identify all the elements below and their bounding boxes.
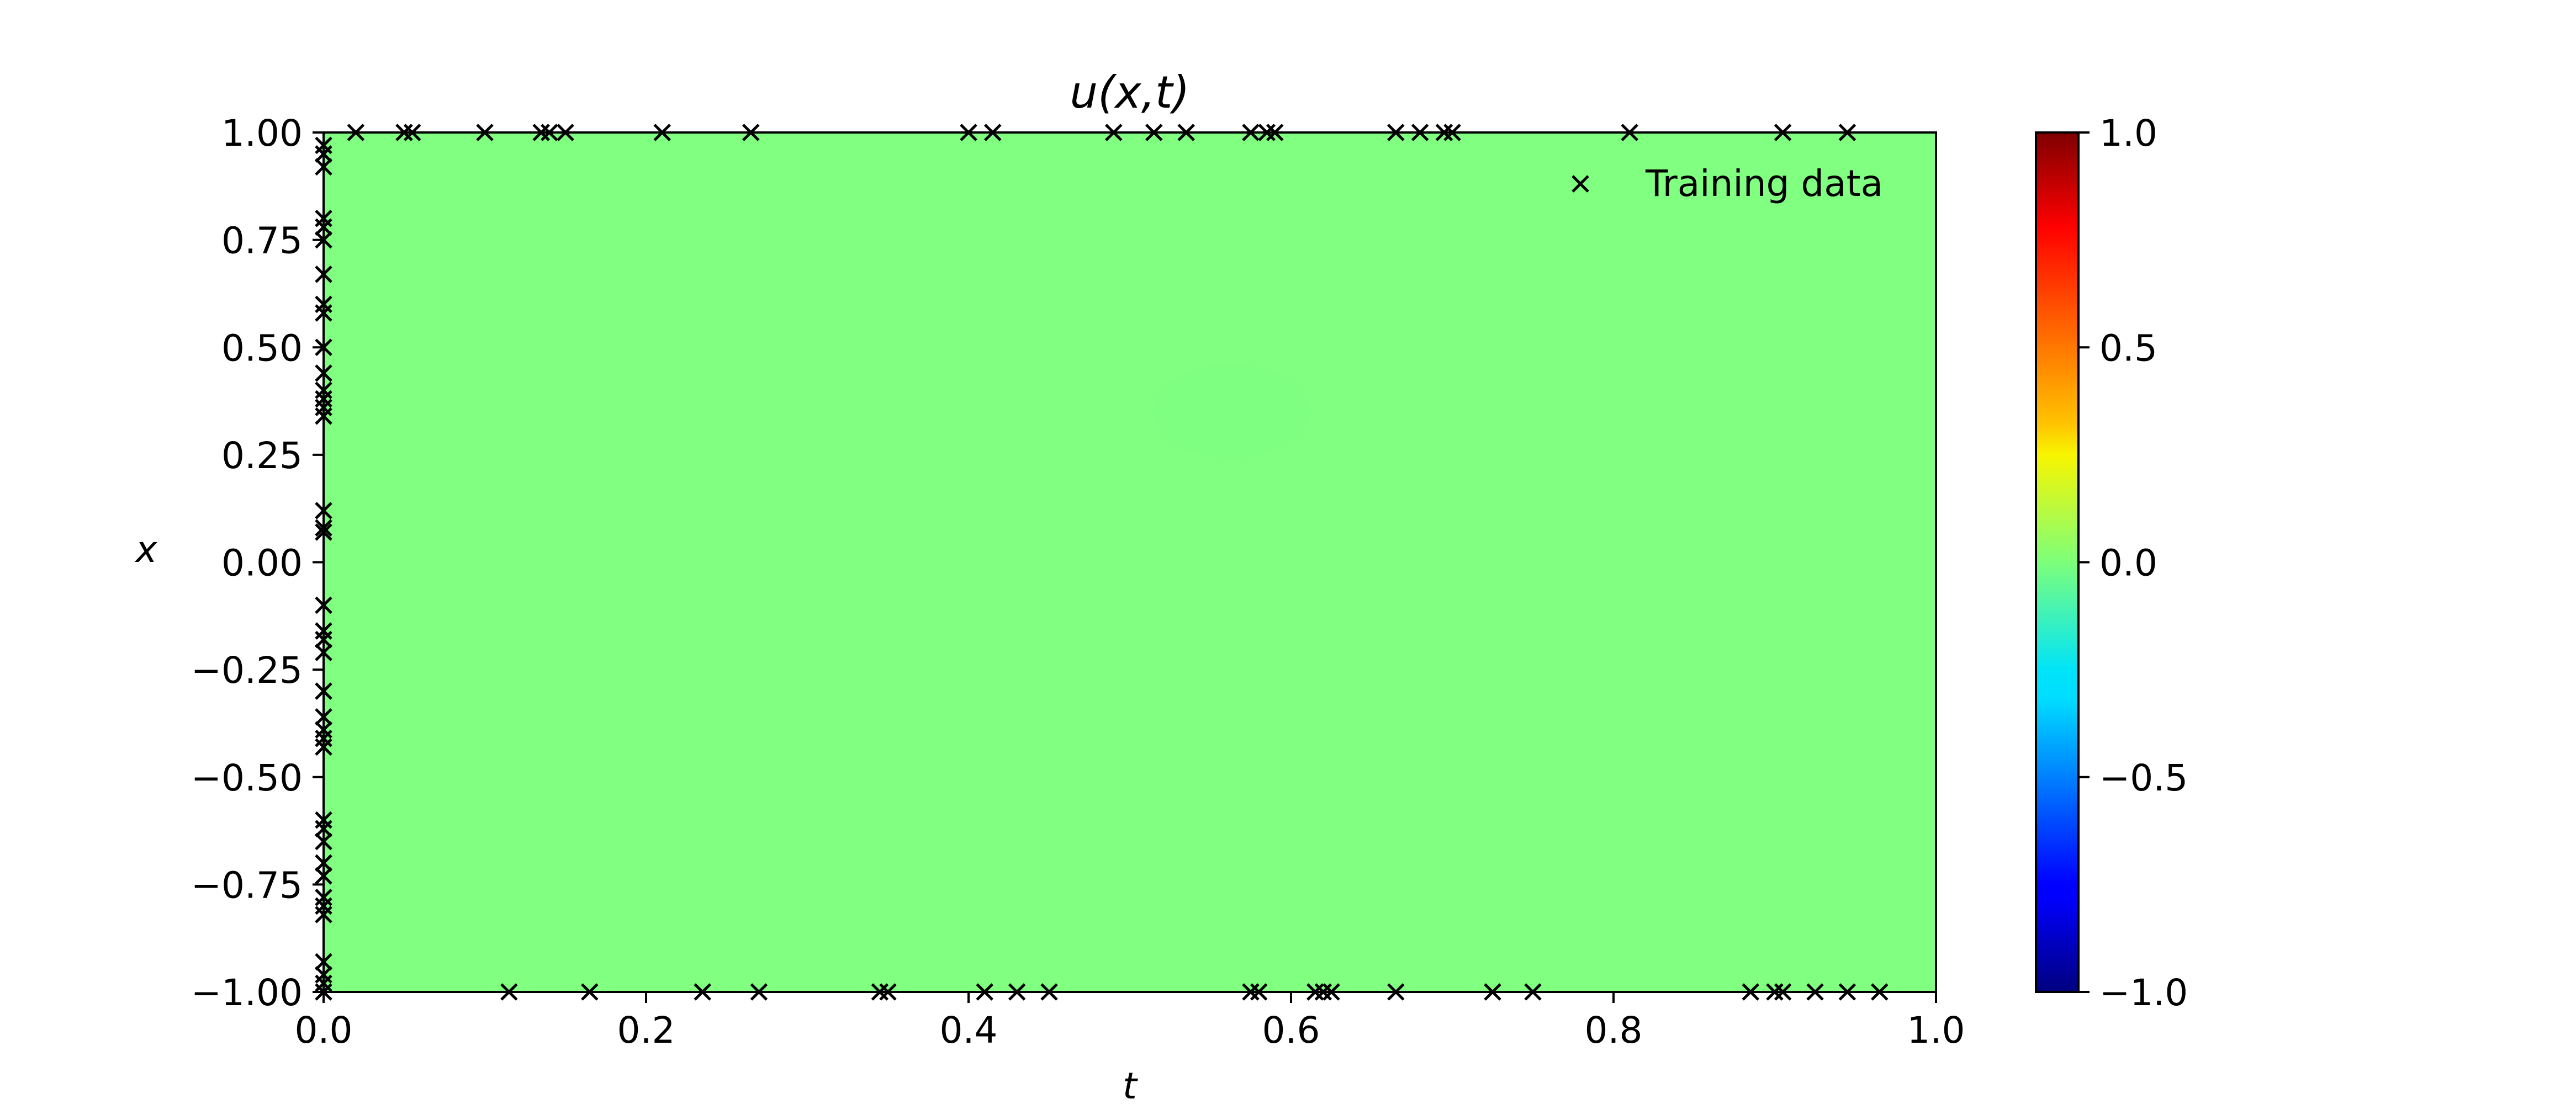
- x-tick-label: 0.2: [617, 1009, 675, 1052]
- colorbar-tick-label: 0.5: [2099, 327, 2157, 369]
- faint-field-variation: [1154, 364, 1309, 458]
- colorbar-tick-label: −1.0: [2099, 972, 2188, 1014]
- colorbar-tick-label: −0.5: [2099, 757, 2188, 799]
- heatmap-field: [324, 132, 1936, 992]
- colorbar-tick-label: 0.0: [2099, 542, 2157, 585]
- y-axis-ticks: 1.00 0.75 0.50 0.25 0.00 −0.25 −0.50 −0.75 −1.00: [191, 112, 324, 1014]
- x-tick-label: 0.0: [295, 1009, 353, 1052]
- y-tick-label: 0.50: [221, 327, 303, 369]
- colorbar: [2036, 132, 2078, 992]
- colorbar-ticks: 1.0 0.5 0.0 −0.5 −1.0: [2078, 112, 2188, 1014]
- legend-label: Training data: [1645, 162, 1883, 205]
- x-tick-label: 0.8: [1585, 1009, 1643, 1052]
- y-axis-label: x: [134, 528, 157, 571]
- x-tick-label: 0.6: [1262, 1009, 1320, 1052]
- y-tick-label: −0.25: [191, 649, 303, 692]
- y-tick-label: −0.75: [191, 864, 303, 906]
- x-axis-ticks: 0.0 0.2 0.4 0.6 0.8 1.0: [295, 992, 1965, 1052]
- chart-title: u(x,t): [1070, 67, 1189, 118]
- x-tick-label: 1.0: [1907, 1009, 1965, 1052]
- y-tick-label: −0.50: [191, 757, 303, 799]
- y-tick-label: 0.00: [221, 542, 303, 585]
- colorbar-tick-label: 1.0: [2099, 112, 2157, 155]
- y-tick-label: 0.75: [221, 220, 303, 262]
- y-tick-label: 0.25: [221, 434, 303, 477]
- y-tick-label: 1.00: [221, 112, 303, 155]
- x-axis-label: t: [1123, 1065, 1138, 1104]
- y-tick-label: −1.00: [191, 972, 303, 1014]
- x-tick-label: 0.4: [940, 1009, 998, 1052]
